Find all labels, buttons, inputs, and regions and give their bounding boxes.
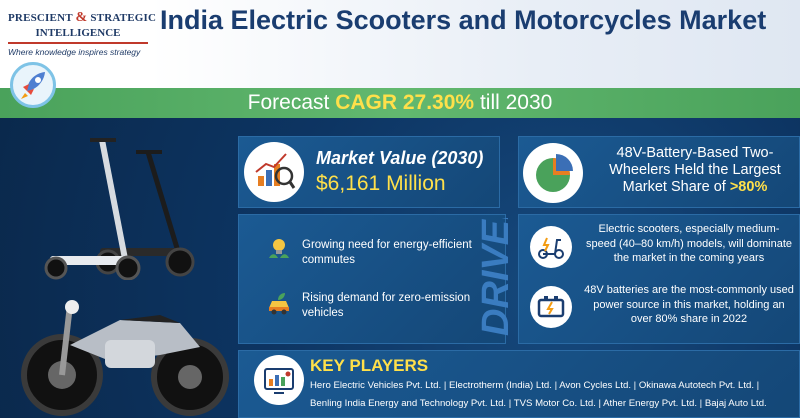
electric-motorcycle-image xyxy=(21,300,229,416)
battery-share-statement: 48V-Battery-Based Two-Wheelers Held the … xyxy=(609,145,781,195)
segment-scooters-text: Electric scooters, especially medium-spe… xyxy=(585,223,793,264)
logo-tagline: Where knowledge inspires strategy xyxy=(8,47,141,57)
logo-ampersand: & xyxy=(75,10,88,25)
forecast-banner: Forecast CAGR 27.30% till 2030 xyxy=(0,88,800,118)
driver-zero-emission-text: Rising demand for zero-emission vehicles xyxy=(302,292,471,319)
battery-icon xyxy=(530,286,572,328)
driver-energy-efficient-text: Growing need for energy-efficient commut… xyxy=(302,239,472,266)
drivers-heading: DRIVERS xyxy=(475,218,517,336)
logo-word-strategic: STRATEGIC xyxy=(90,12,157,24)
forecast-prefix: Forecast xyxy=(247,91,330,114)
header-background xyxy=(150,0,800,88)
dashboard-icon xyxy=(254,355,304,405)
logo-divider xyxy=(8,42,148,44)
company-logo: PRESCIENT & STRATEGIC INTELLIGENCE Where… xyxy=(8,10,156,57)
rocket-icon xyxy=(10,62,56,108)
logo-word-intelligence: INTELLIGENCE xyxy=(35,27,121,39)
eco-car-icon xyxy=(266,290,292,316)
kick-scooters-image xyxy=(44,138,195,280)
key-players-panel xyxy=(238,350,800,418)
market-growth-icon xyxy=(244,142,304,202)
forecast-suffix: till 2030 xyxy=(479,91,553,114)
forecast-cagr: CAGR 27.30% xyxy=(335,91,475,114)
battery-share-value: >80% xyxy=(729,179,768,195)
drivers-panel xyxy=(238,214,506,344)
battery-share-text: 48V-Battery-Based Two-Wheelers Held the … xyxy=(592,145,798,196)
logo-word-prescient: PRESCIENT xyxy=(8,12,73,24)
key-players-line-1: Hero Electric Vehicles Pvt. Ltd. | Elect… xyxy=(310,380,760,391)
svg-text:DRIVERS: DRIVERS xyxy=(475,218,517,336)
page-title: India Electric Scooters and Motorcycles … xyxy=(160,5,767,35)
segment-battery-text: 48V batteries are the most-commonly used… xyxy=(584,284,794,325)
charging-scooter-icon xyxy=(530,226,572,268)
bulb-leaf-icon xyxy=(266,236,292,262)
key-players-title: KEY PLAYERS xyxy=(310,356,429,375)
key-players-line-2: Benling India Energy and Technology Pvt.… xyxy=(310,398,767,409)
header: PRESCIENT & STRATEGIC INTELLIGENCE Where… xyxy=(0,0,800,88)
pie-chart-icon xyxy=(523,143,583,203)
market-value-amount: $6,161 Million xyxy=(316,172,446,195)
market-value-label: Market Value (2030) xyxy=(316,148,484,168)
